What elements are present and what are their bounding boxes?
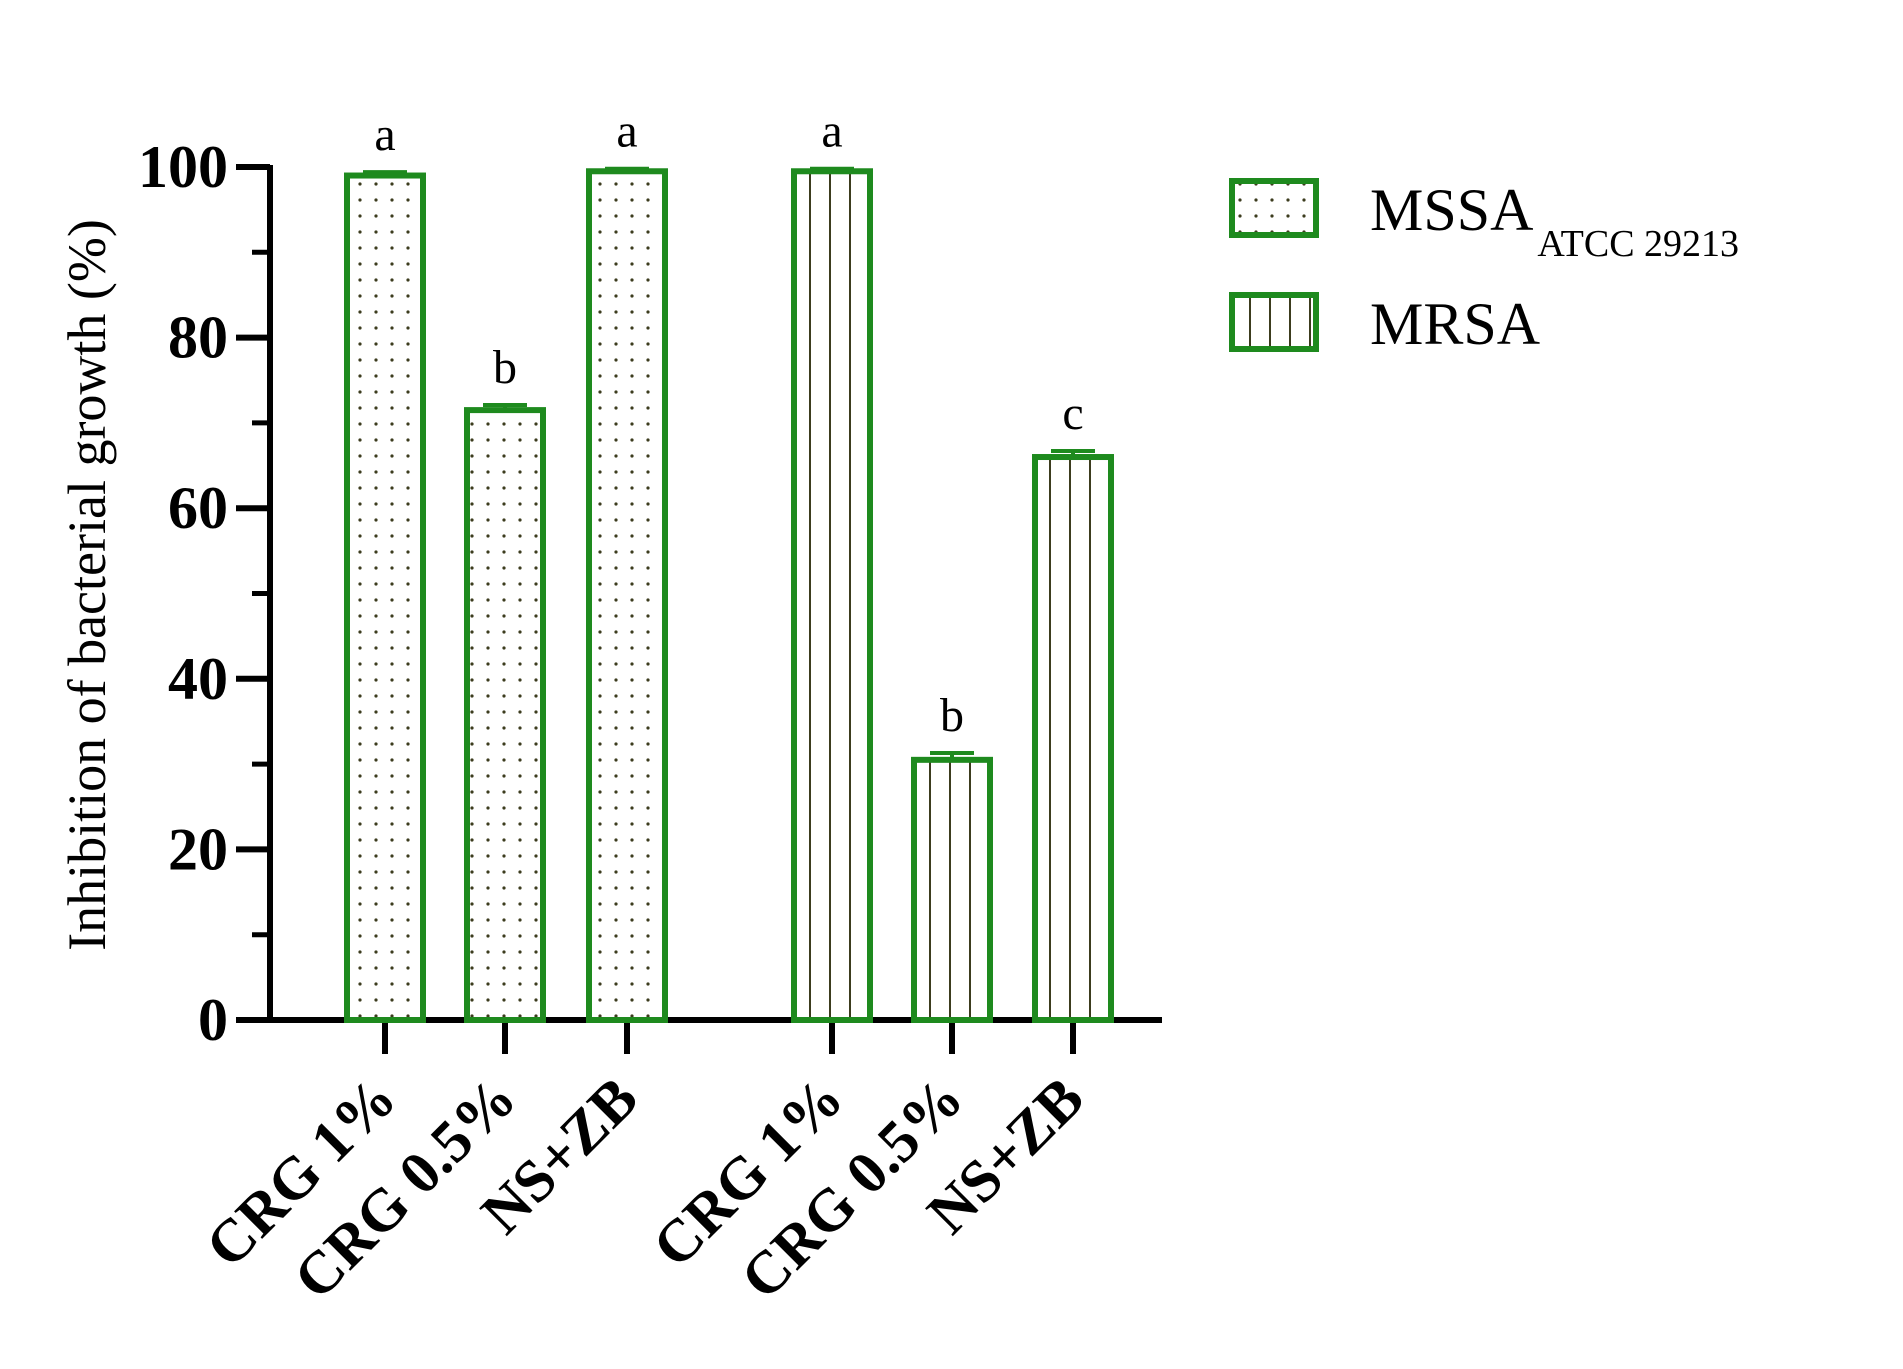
bars — [344, 166, 1114, 1024]
bar — [911, 756, 993, 1024]
bar — [586, 168, 668, 1023]
y-tick-label: 100 — [138, 134, 228, 200]
y-tick-label: 0 — [198, 987, 228, 1053]
significance-label: a — [374, 108, 395, 161]
significance-label: a — [821, 105, 842, 158]
y-tick-label: 80 — [168, 305, 228, 371]
significance-label: b — [940, 689, 964, 742]
y-tick-label: 20 — [168, 816, 228, 882]
significance-label: c — [1062, 387, 1083, 440]
legend-label-subscript: ATCC 29213 — [1537, 223, 1739, 265]
bar — [344, 172, 426, 1023]
legend-label: MSSAATCC 29213 — [1370, 177, 1739, 265]
legend-label-text: MRSA — [1370, 291, 1540, 357]
y-tick-label: 60 — [168, 475, 228, 541]
y-axis-label: Inhibition of bacterial growth (%) — [57, 219, 117, 951]
legend: MSSAATCC 29213 MRSA — [1229, 177, 1739, 357]
legend-swatch — [1229, 292, 1319, 352]
legend-swatch — [1229, 178, 1319, 238]
labels: 0 20 40 60 80 100 Inhibition of bacterial grow… — [57, 105, 1096, 1312]
legend-label: MRSA — [1370, 291, 1540, 357]
bar — [464, 407, 546, 1024]
significance-label: a — [616, 105, 637, 158]
legend-label-text: MSSA — [1370, 177, 1533, 243]
bar — [791, 168, 873, 1023]
bar — [1032, 454, 1114, 1023]
y-tick-label: 40 — [168, 646, 228, 712]
significance-label: b — [493, 341, 517, 394]
